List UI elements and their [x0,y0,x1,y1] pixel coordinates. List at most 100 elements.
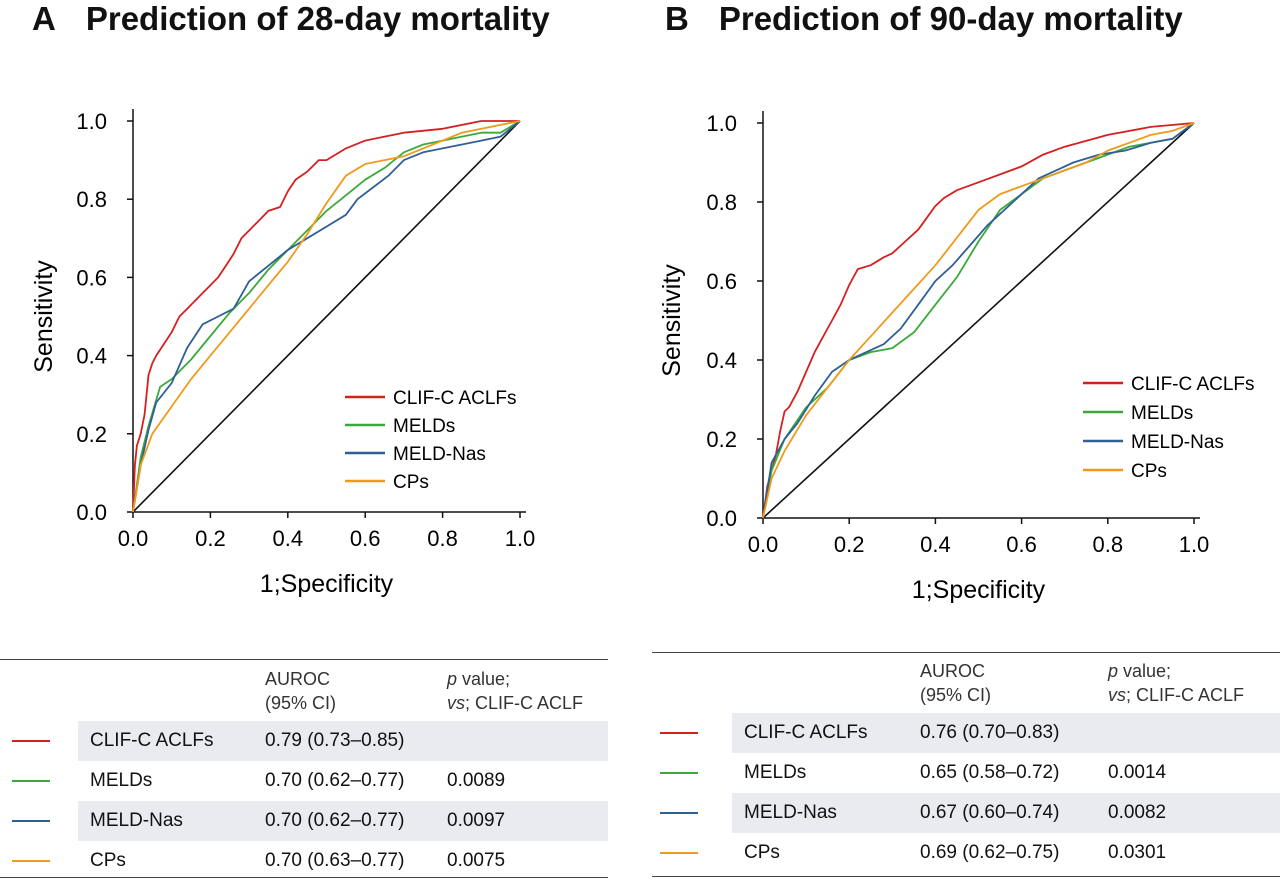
row-line-key-cell [660,753,732,793]
y-axis-title: Sensitivity [30,260,58,373]
y-tick-label: 0.8 [76,187,107,212]
score-name-cell: CPs [90,850,126,871]
y-tick-label: 0.0 [706,506,737,531]
auroc-table-a-bottom-rule [0,877,608,878]
legend-label: CLIF-C ACLFs [1131,374,1255,395]
p-value-cell: 0.0097 [443,801,608,841]
reference-diagonal-line [132,120,521,513]
line-color-key [12,859,50,862]
y-tick-label: 1.0 [76,109,107,134]
table-row: CLIF-C ACLFs 0.79 (0.73–0.85) [12,721,608,761]
roc-curve-cps [762,122,1195,519]
y-tick-label: 0.0 [76,500,107,525]
x-tick-label: 0.4 [920,532,951,557]
legend-label: CPs [393,472,429,493]
auroc-cell: 0.67 (0.60–0.74) [908,793,1104,833]
row-line-key-cell [12,761,78,801]
y-tick-label: 0.6 [706,269,737,294]
table-row: MELDs 0.70 (0.62–0.77) 0.0089 [12,761,608,801]
auroc-cell: 0.76 (0.70–0.83) [908,713,1104,753]
panel-b-title: B Prediction of 90-day mortality [665,0,1183,38]
y-tick-label: 0.8 [706,190,737,215]
x-axis-title: 1;Specificity [260,570,394,598]
reference-diagonal-line [762,122,1195,519]
table-row: MELDs 0.65 (0.58–0.72) 0.0014 [660,753,1280,793]
auroc-table-a: AUROC (95% CI) p value; vs; CLIF-C ACLF … [12,663,608,881]
y-tick-label: 0.4 [706,348,737,373]
legend-label: MELD-Nas [393,444,486,465]
p-value-cell: 0.0089 [447,770,506,791]
p-value-header: p value; vs; CLIF-C ACLF [1104,655,1280,713]
p-value-cell [443,721,608,761]
x-axis-title: 1;Specificity [912,576,1046,604]
row-line-key-cell [12,721,78,761]
line-color-key [660,811,698,814]
comparator-label: ; CLIF-C ACLF [1126,685,1245,705]
roc-curve-cps [132,120,521,513]
p-label: p [1108,661,1119,681]
p-label: p [447,669,458,689]
x-tick-label: 0.0 [748,532,779,557]
table-row: CLIF-C ACLFs 0.76 (0.70–0.83) [660,713,1280,753]
row-line-key-cell [660,793,732,833]
vs-label: vs [1108,685,1126,705]
score-name-cell: CLIF-C ACLFs [78,721,253,761]
x-tick-label: 0.6 [350,526,381,551]
roc-chart-90-day: 0.0 0.2 0.4 0.6 0.8 1.0 0.0 0.2 0.4 0.6 0.8 1.0 1;Sp… [658,111,1255,604]
table-header-row: AUROC (95% CI) p value; vs; CLIF-C ACLF [12,663,608,721]
p-value-cell: 0.0082 [1104,793,1280,833]
roc-curve-clif-c-aclfs [132,120,520,513]
x-tick-label: 0.0 [118,526,149,551]
roc-curve-melds [132,120,521,513]
legend-label: CPs [1131,461,1167,482]
auroc-cell: 0.70 (0.62–0.77) [265,770,405,791]
y-tick-label: 0.2 [706,427,737,452]
auroc-cell: 0.70 (0.63–0.77) [265,850,405,871]
x-tick-label: 1.0 [1179,532,1210,557]
line-color-key [12,739,50,742]
line-color-key [12,819,50,822]
vs-label: vs [447,693,465,713]
x-tick-label: 0.6 [1006,532,1037,557]
auroc-header-line2: (95% CI) [920,685,992,705]
legend-label: MELDs [1131,403,1193,424]
y-tick-label: 0.6 [76,265,107,290]
p-value-cell: 0.0301 [1108,842,1167,863]
p-value-cell: 0.0075 [447,850,506,871]
auroc-header: AUROC (95% CI) [908,655,1104,713]
score-name-cell: MELDs [744,762,807,783]
y-tick-label: 0.4 [76,344,107,369]
line-color-key [660,851,698,854]
p-value-cell: 0.0014 [1108,762,1167,783]
panel-b-title-text: Prediction of 90-day mortality [718,0,1183,37]
auroc-cell: 0.69 (0.62–0.75) [920,842,1060,863]
auroc-table-b: AUROC (95% CI) p value; vs; CLIF-C ACLF … [660,655,1280,873]
table-row: CPs 0.69 (0.62–0.75) 0.0301 [660,833,1280,873]
row-line-key-cell [660,713,732,753]
legend-label: MELDs [393,416,455,437]
panel-b-letter: B [665,0,689,37]
row-line-key-cell [660,833,732,873]
score-name-cell: CLIF-C ACLFs [732,713,908,753]
row-line-key-cell [12,841,78,881]
panel-a-title-text: Prediction of 28-day mortality [85,0,550,37]
table-header-row: AUROC (95% CI) p value; vs; CLIF-C ACLF [660,655,1280,713]
y-axis-title: Sensitivity [658,264,686,377]
p-value-header: p value; vs; CLIF-C ACLF [443,663,608,721]
roc-curve-clif-c-aclfs [762,122,1195,519]
auroc-header-line1: AUROC [265,669,331,689]
row-line-key-cell [12,801,78,841]
score-name-cell: MELD-Nas [78,801,253,841]
legend-label: MELD-Nas [1131,432,1224,453]
x-tick-label: 0.8 [1093,532,1124,557]
p-value-cell [1104,713,1280,753]
x-tick-label: 1.0 [505,526,536,551]
roc-curve-meld-nas [132,120,521,513]
line-color-key [660,731,698,734]
x-tick-label: 0.2 [834,532,865,557]
auroc-header-line2: (95% CI) [265,693,337,713]
panel-a-letter: A [32,0,56,37]
auroc-header-line1: AUROC [920,661,986,681]
line-color-key [12,779,50,782]
y-tick-label: 0.2 [76,422,107,447]
